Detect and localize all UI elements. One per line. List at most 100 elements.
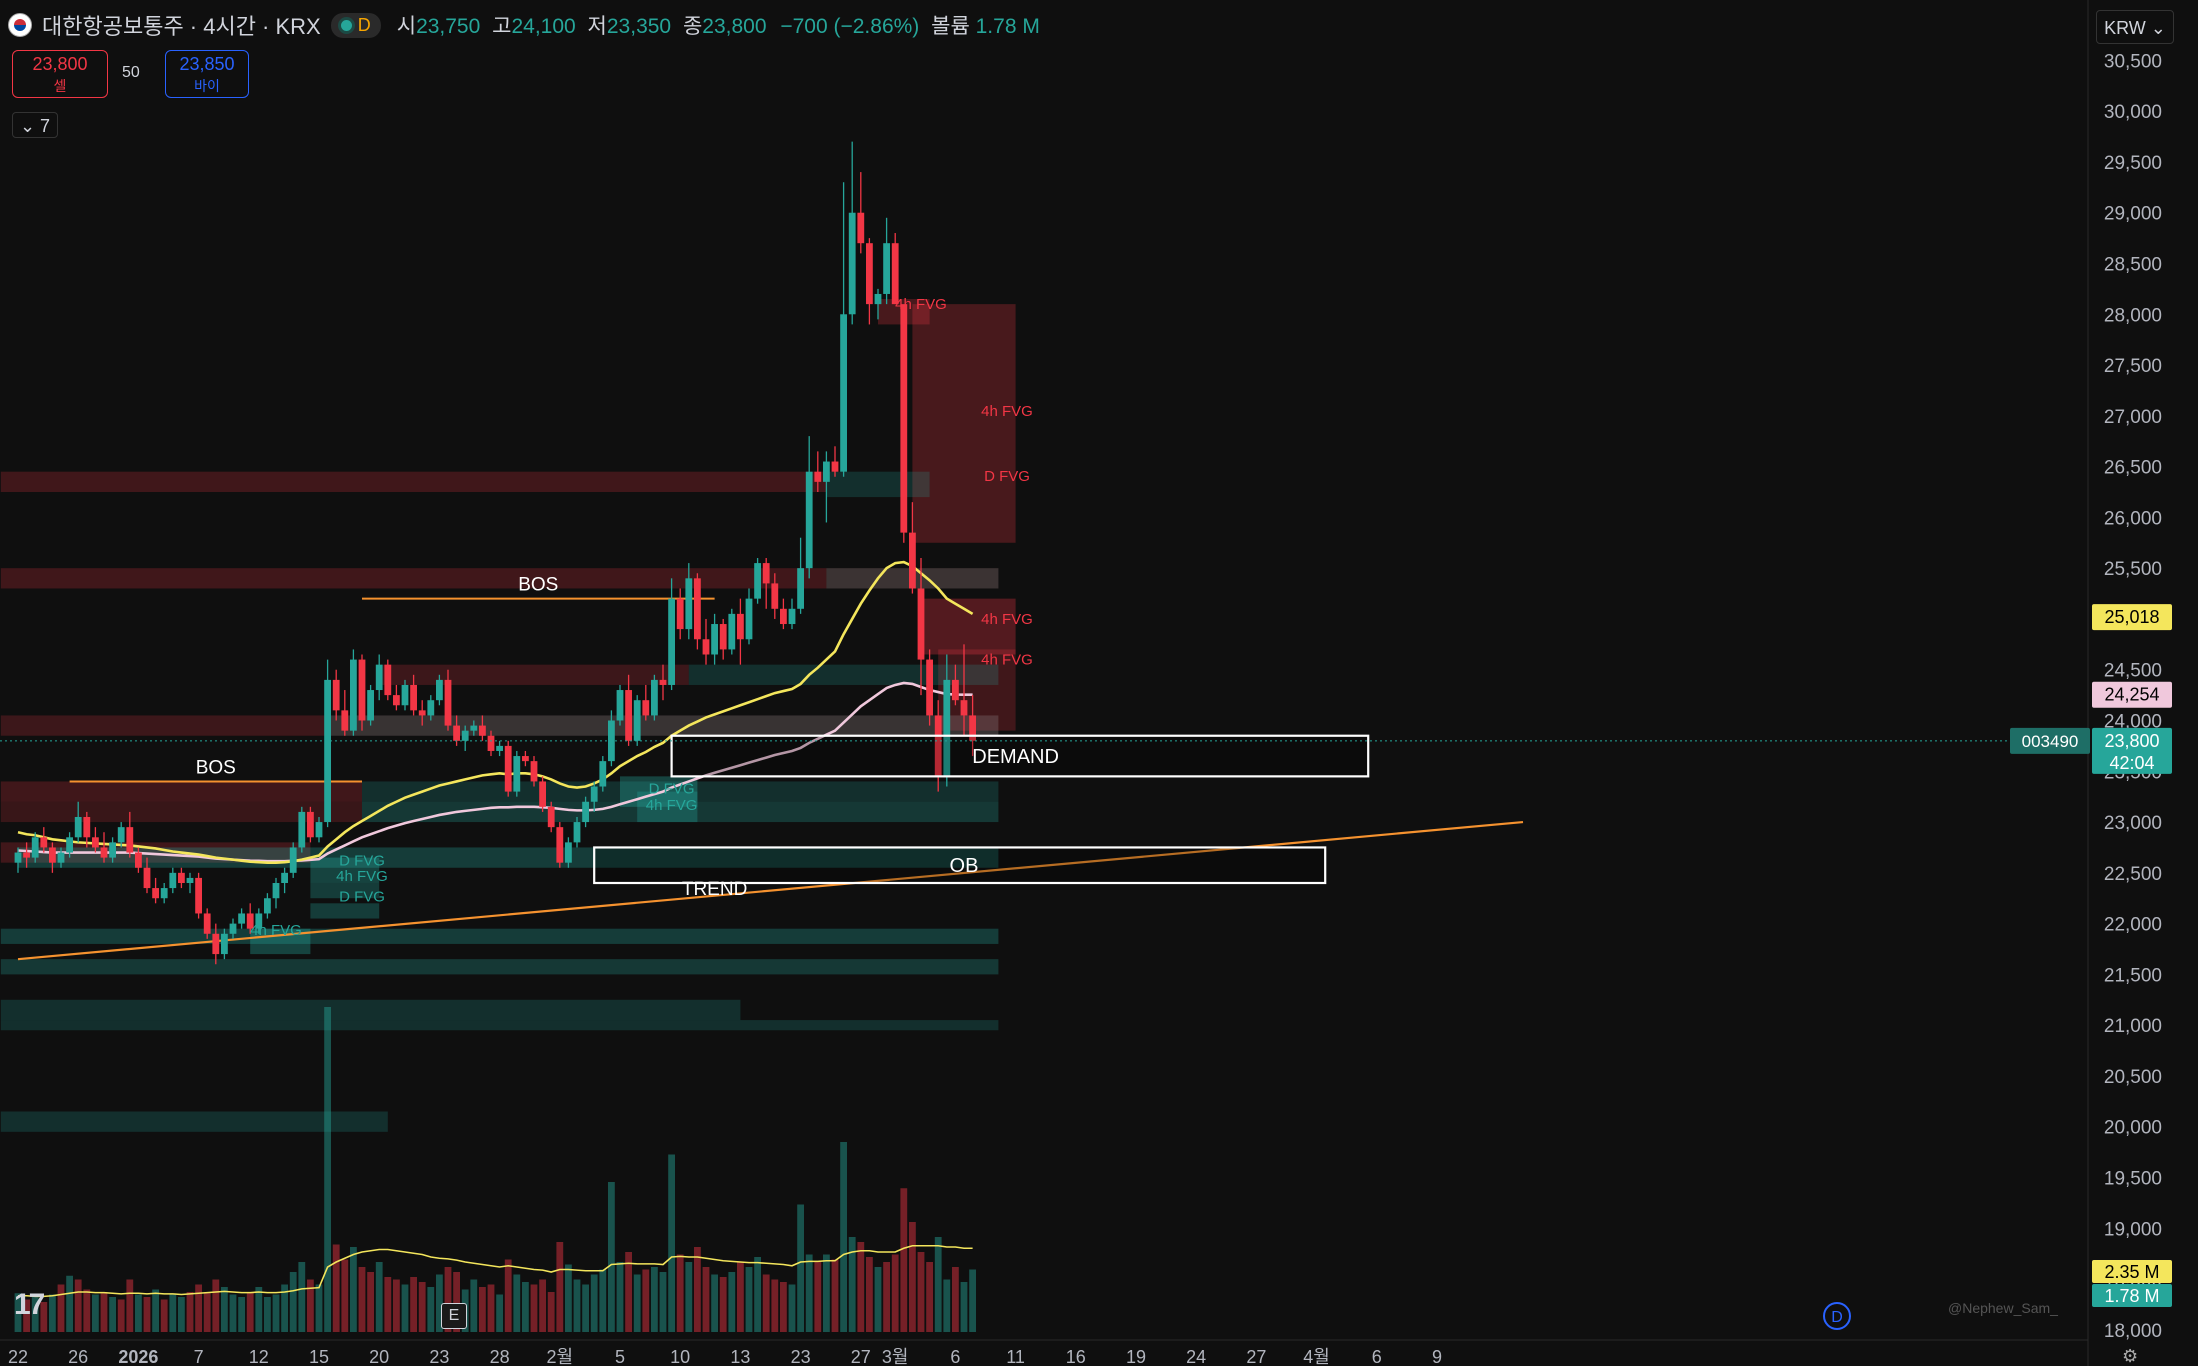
- volume-bar: [754, 1257, 761, 1332]
- price-tag-label: 24,254: [2104, 685, 2159, 705]
- sell-price: 23,800: [32, 54, 88, 74]
- volume-bar: [513, 1274, 521, 1332]
- candle-body: [668, 598, 675, 685]
- ema-fast-line: [17, 560, 974, 864]
- volume-bar: [848, 1237, 856, 1332]
- candle-body: [900, 304, 908, 533]
- candle-body: [530, 761, 538, 782]
- y-tick-label: 27,500: [2104, 356, 2162, 377]
- fvg-zone: [0, 928, 999, 944]
- candle-body: [31, 837, 39, 858]
- candle-body: [203, 913, 211, 934]
- volume-bar: [367, 1272, 374, 1332]
- candle-body: [83, 816, 91, 838]
- volume-bar: [633, 1274, 641, 1332]
- candle-body: [599, 761, 607, 787]
- volume-bar: [960, 1282, 968, 1332]
- fvg-zone: [688, 664, 999, 685]
- candle-body: [909, 532, 916, 589]
- market-status[interactable]: D: [330, 12, 381, 38]
- candle-body: [393, 695, 400, 706]
- candle-body: [685, 578, 693, 630]
- volume-bar: [642, 1269, 650, 1332]
- candle-body: [315, 822, 323, 838]
- volume-bar: [823, 1254, 830, 1332]
- y-tick-label: 27,000: [2104, 407, 2162, 428]
- zone-label: D FVG: [649, 781, 695, 798]
- candle-body: [272, 882, 280, 899]
- x-tick-label: 4월: [1303, 1347, 1330, 1366]
- candle-body: [771, 583, 779, 609]
- high-value: 24,100: [511, 15, 576, 38]
- y-tick-label: 23,000: [2104, 813, 2162, 834]
- candle-body: [719, 624, 727, 650]
- candle-body: [539, 781, 546, 807]
- candle-body: [496, 745, 503, 751]
- x-tick-label: 27: [1246, 1347, 1266, 1366]
- candle-body: [14, 852, 22, 863]
- volume-bar: [952, 1267, 959, 1332]
- volume-bar: [350, 1247, 357, 1332]
- volume-bar: [496, 1294, 503, 1332]
- symbol-title[interactable]: 대한항공보통주 · 4시간 · KRX: [42, 14, 321, 39]
- y-tick-label: 18,000: [2104, 1321, 2162, 1342]
- candle-body: [857, 212, 865, 244]
- fvg-zone: [0, 471, 827, 493]
- open-value: 23,750: [416, 15, 481, 38]
- x-tick-label: 6: [1372, 1347, 1382, 1366]
- candle-body: [590, 786, 598, 802]
- y-tick-label: 28,000: [2104, 305, 2162, 326]
- x-tick-label: 16: [1066, 1347, 1086, 1366]
- volume-bar: [470, 1279, 478, 1332]
- candle-body: [504, 745, 512, 792]
- x-tick-label: 7: [194, 1347, 204, 1366]
- volume-bar: [857, 1242, 865, 1332]
- x-tick-label: 26: [68, 1347, 88, 1366]
- volume-bar: [272, 1294, 280, 1332]
- y-tick-label: 19,000: [2104, 1219, 2162, 1240]
- sell-button[interactable]: 23,800 셀: [12, 50, 108, 98]
- fvg-zone: [379, 664, 689, 685]
- x-tick-label: 12: [249, 1347, 269, 1366]
- buy-button[interactable]: 23,850 바이: [165, 50, 249, 98]
- gear-icon[interactable]: ⚙: [2122, 1346, 2139, 1366]
- ohlc-readout: 시23,750 고24,100 저23,350 종23,800 −700 (−2…: [391, 10, 1040, 40]
- dividend-badge[interactable]: D: [1823, 1302, 1851, 1330]
- volume-bar: [135, 1294, 142, 1332]
- volume-bar: [582, 1284, 589, 1332]
- zone-label: 4h FVG: [250, 922, 302, 939]
- volume-bar: [109, 1297, 116, 1332]
- spread-value: 50: [122, 64, 140, 81]
- volume-bar: [771, 1279, 779, 1332]
- volume-bar: [152, 1289, 159, 1332]
- candle-body: [410, 684, 417, 711]
- candle-body: [943, 679, 951, 777]
- bos-label: BOS: [196, 757, 236, 778]
- candle-body: [917, 588, 925, 660]
- volume-bar: [891, 1254, 899, 1332]
- candle-body: [350, 659, 357, 731]
- price-tag-countdown: 42:04: [2109, 753, 2154, 773]
- volume-bar: [530, 1284, 538, 1332]
- volume-bar: [874, 1267, 882, 1332]
- volume-bar: [178, 1297, 185, 1332]
- indicators-toggle[interactable]: ⌄ 7: [12, 112, 58, 138]
- price-tag: [2092, 727, 2172, 774]
- volume-bar: [599, 1269, 607, 1332]
- candle-body: [823, 461, 830, 482]
- volume-label: 볼륨: [931, 15, 970, 38]
- volume-bar: [289, 1272, 297, 1332]
- currency-select[interactable]: KRW ⌄: [2096, 10, 2174, 44]
- volume-bar: [126, 1279, 134, 1332]
- earnings-badge[interactable]: E: [441, 1303, 467, 1329]
- volume-layer: [14, 1007, 976, 1332]
- y-tick-label: 21,500: [2104, 965, 2162, 986]
- volume-bar: [728, 1272, 736, 1332]
- volume-bar: [814, 1262, 822, 1332]
- volume-bar: [324, 1007, 331, 1332]
- candle-body: [625, 690, 632, 741]
- volume-bar: [883, 1262, 890, 1332]
- volume-bar: [74, 1279, 82, 1332]
- y-tick-label: 22,500: [2104, 864, 2162, 885]
